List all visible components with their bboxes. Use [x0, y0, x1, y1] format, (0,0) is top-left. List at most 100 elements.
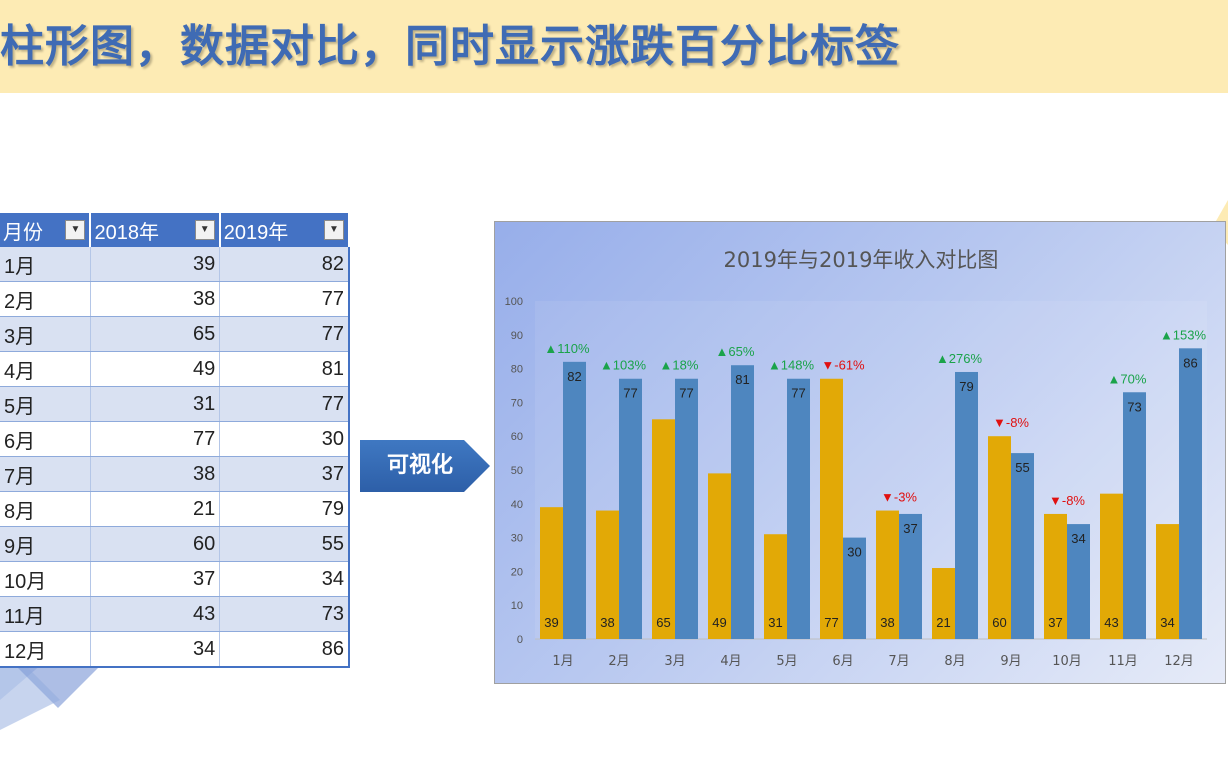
value-2018-cell[interactable]: 39 — [90, 247, 221, 282]
data-table: 月份 ▼ 2018年 ▼ 2019年 ▼ 1月 39 82 2月 38 77 3月 65 77 4月 49… — [0, 213, 351, 668]
value-2019-cell[interactable]: 37 — [219, 456, 350, 492]
data-label-2019: 81 — [735, 372, 749, 387]
table-row: 12月 34 86 — [0, 631, 350, 668]
month-cell[interactable]: 1月 — [0, 247, 91, 282]
filter-dropdown-icon[interactable]: ▼ — [324, 220, 344, 240]
x-tick-label: 2月 — [608, 654, 629, 669]
data-label-2018: 38 — [600, 615, 614, 630]
value-2019-cell[interactable]: 73 — [219, 596, 350, 632]
data-label-2019: 77 — [623, 386, 637, 401]
bar-2019 — [787, 378, 810, 639]
value-2019-cell[interactable]: 82 — [219, 247, 350, 282]
bar-2018 — [932, 568, 955, 639]
month-cell[interactable]: 6月 — [0, 421, 91, 457]
visualize-label: 可视化 — [386, 453, 453, 478]
value-2019-cell[interactable]: 30 — [219, 421, 350, 457]
table-row: 6月 77 30 — [0, 421, 350, 457]
x-tick-label: 10月 — [1052, 654, 1082, 669]
table-row: 4月 49 81 — [0, 351, 350, 387]
value-2018-cell[interactable]: 60 — [90, 526, 221, 562]
filter-dropdown-icon[interactable]: ▼ — [194, 220, 215, 240]
value-2019-cell[interactable]: 34 — [219, 561, 350, 597]
value-2019-cell[interactable]: 81 — [219, 351, 350, 387]
change-label: ▼-3% — [881, 490, 917, 505]
y-tick-label: 40 — [511, 499, 523, 511]
table-row: 1月 39 82 — [0, 247, 350, 282]
change-label: ▲110% — [544, 341, 590, 356]
change-label: ▲153% — [1160, 327, 1207, 342]
value-2018-cell[interactable]: 65 — [90, 316, 221, 352]
bar-chart: 2019年与2019年收入对比图 0 10 20 30 40 50 60 70 80 90 100 39… — [494, 221, 1226, 684]
value-2019-cell[interactable]: 55 — [219, 526, 350, 562]
value-2018-cell[interactable]: 38 — [90, 281, 221, 317]
value-2018-cell[interactable]: 49 — [90, 351, 221, 387]
value-2019-cell[interactable]: 79 — [219, 491, 350, 527]
data-label-2018: 37 — [1048, 615, 1062, 630]
month-cell[interactable]: 11月 — [0, 596, 91, 632]
data-label-2018: 34 — [1160, 615, 1174, 630]
header-2019[interactable]: 2019年 ▼ — [219, 213, 351, 247]
y-tick-label: 10 — [511, 600, 523, 612]
header-month[interactable]: 月份 ▼ — [0, 213, 92, 247]
filter-dropdown-icon[interactable]: ▼ — [65, 220, 86, 240]
x-tick-label: 12月 — [1164, 654, 1194, 669]
value-2018-cell[interactable]: 34 — [90, 631, 221, 668]
data-label-2018: 39 — [544, 615, 558, 630]
x-tick-label: 1月 — [552, 654, 573, 669]
data-label-2019: 82 — [567, 369, 581, 384]
data-label-2019: 30 — [847, 545, 861, 560]
data-label-2018: 21 — [936, 615, 950, 630]
bar-2018 — [764, 534, 787, 639]
value-2019-cell[interactable]: 77 — [219, 316, 350, 352]
month-cell[interactable]: 8月 — [0, 491, 91, 527]
x-tick-label: 11月 — [1108, 654, 1138, 669]
y-tick-label: 90 — [511, 330, 523, 342]
bar-2018 — [652, 419, 675, 639]
change-label: ▲148% — [768, 358, 815, 373]
data-label-2019: 77 — [679, 386, 693, 401]
value-2018-cell[interactable]: 77 — [90, 421, 221, 457]
month-cell[interactable]: 5月 — [0, 386, 91, 422]
value-2018-cell[interactable]: 43 — [90, 596, 221, 632]
chart-title: 2019年与2019年收入对比图 — [724, 248, 999, 272]
month-cell[interactable]: 4月 — [0, 351, 91, 387]
table-row: 2月 38 77 — [0, 281, 350, 317]
table-row: 3月 65 77 — [0, 316, 350, 352]
month-cell[interactable]: 10月 — [0, 561, 91, 597]
data-label-2018: 77 — [824, 615, 838, 630]
table-row: 11月 43 73 — [0, 596, 350, 632]
bar-2018 — [708, 473, 731, 639]
bar-2018 — [988, 436, 1011, 639]
value-2018-cell[interactable]: 37 — [90, 561, 221, 597]
data-label-2018: 38 — [880, 615, 894, 630]
y-tick-label: 30 — [511, 533, 523, 545]
value-2019-cell[interactable]: 86 — [219, 631, 350, 668]
y-tick-label: 60 — [511, 431, 523, 443]
value-2019-cell[interactable]: 77 — [219, 386, 350, 422]
y-tick-label: 20 — [511, 566, 523, 578]
table-header-row: 月份 ▼ 2018年 ▼ 2019年 ▼ — [0, 213, 351, 247]
month-cell[interactable]: 2月 — [0, 281, 91, 317]
month-cell[interactable]: 3月 — [0, 316, 91, 352]
value-2018-cell[interactable]: 31 — [90, 386, 221, 422]
value-2018-cell[interactable]: 21 — [90, 491, 221, 527]
header-2018[interactable]: 2018年 ▼ — [90, 213, 221, 247]
bar-2018 — [1044, 513, 1067, 639]
value-2018-cell[interactable]: 38 — [90, 456, 221, 492]
table-row: 10月 37 34 — [0, 561, 350, 597]
data-label-2018: 43 — [1104, 615, 1118, 630]
month-cell[interactable]: 9月 — [0, 526, 91, 562]
value-2019-cell[interactable]: 77 — [219, 281, 350, 317]
bar-2019 — [1179, 348, 1202, 639]
bar-2019 — [619, 378, 642, 639]
month-cell[interactable]: 7月 — [0, 456, 91, 492]
page-title: 柱形图，数据对比，同时显示涨跌百分比标签 — [0, 21, 900, 72]
data-label-2018: 49 — [712, 615, 726, 630]
month-cell[interactable]: 12月 — [0, 631, 91, 668]
change-label: ▲65% — [716, 344, 755, 359]
bar-2019 — [899, 513, 922, 639]
bar-2018 — [1100, 493, 1123, 639]
data-label-2019: 37 — [903, 521, 917, 536]
x-tick-label: 8月 — [944, 654, 965, 669]
data-label-2019: 34 — [1071, 531, 1085, 546]
